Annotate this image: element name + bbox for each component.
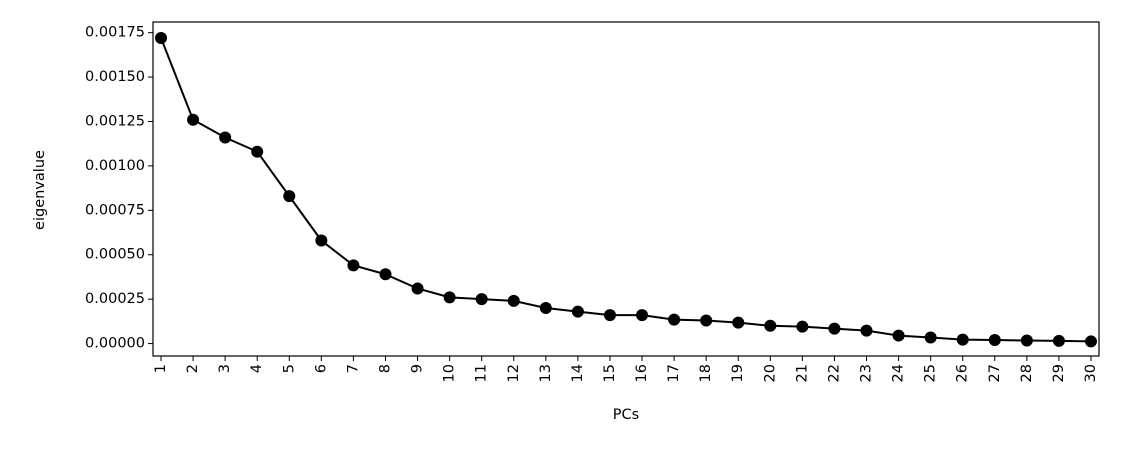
y-tick-label: 0.00150: [85, 69, 145, 85]
x-tick-label: 7: [345, 364, 361, 373]
point: [1020, 334, 1033, 347]
y-tick-label: 0.00100: [85, 158, 145, 174]
x-tick-label: 29: [1051, 364, 1067, 382]
x-tick-label: 16: [634, 364, 650, 382]
point: [603, 309, 616, 322]
point: [988, 334, 1001, 347]
point: [155, 31, 167, 44]
point: [507, 294, 520, 307]
point: [1052, 334, 1065, 347]
point: [219, 131, 232, 144]
point: [956, 333, 969, 346]
x-tick-label: 12: [506, 364, 522, 382]
point: [539, 302, 552, 315]
point: [924, 331, 937, 344]
line: [160, 37, 1092, 343]
point: [732, 316, 745, 329]
x-tick-label: 19: [730, 364, 746, 382]
x-tick-label: 10: [442, 364, 458, 382]
point: [283, 190, 296, 203]
y-tick-label: 0.00050: [85, 247, 145, 263]
x-tick-label: 6: [313, 364, 329, 373]
x-tick-label: 11: [474, 364, 490, 382]
x-tick-label: 1: [153, 364, 169, 373]
y-tick-label: 0.00125: [85, 113, 145, 129]
point: [860, 324, 873, 337]
x-tick-label: 3: [217, 364, 233, 373]
x-tick-label: 20: [762, 364, 778, 382]
y-tick-label: 0.00000: [85, 336, 145, 352]
x-tick-label: 17: [666, 364, 682, 382]
x-tick-label: 23: [859, 364, 875, 382]
x-tick-label: 9: [410, 364, 426, 373]
x-axis-label: PCs: [613, 407, 639, 423]
y-tick-label: 0.00175: [85, 25, 145, 41]
x-tick-label: 26: [955, 364, 971, 382]
point: [668, 313, 681, 326]
point: [315, 234, 328, 247]
x-tick-label: 14: [570, 364, 586, 382]
point: [571, 305, 584, 318]
x-tick-label: 25: [923, 364, 939, 382]
y-tick-label: 0.00025: [85, 291, 145, 307]
point: [475, 293, 488, 306]
x-tick-label: 30: [1083, 364, 1099, 382]
x-tick-label: 24: [891, 364, 907, 382]
x-tick-label: 21: [794, 364, 810, 382]
point: [700, 314, 713, 327]
x-tick-label: 8: [377, 364, 393, 373]
point: [347, 259, 360, 272]
x-tick-label: 5: [281, 364, 297, 373]
x-tick-label: 13: [538, 364, 554, 382]
point: [1085, 335, 1097, 348]
x-tick-label: 27: [987, 364, 1003, 382]
y-tick-label: 0.00075: [85, 202, 145, 218]
point: [443, 291, 456, 304]
point: [411, 282, 424, 295]
point: [892, 329, 905, 342]
x-tick-label: 4: [249, 364, 265, 373]
plot-frame: [152, 21, 1100, 357]
x-tick-label: 18: [698, 364, 714, 382]
point: [251, 145, 264, 158]
point: [764, 319, 777, 332]
x-tick-label: 15: [602, 364, 618, 382]
point: [379, 268, 392, 281]
x-tick-label: 22: [826, 364, 842, 382]
y-axis-label: eigenvalue: [32, 150, 48, 230]
point: [828, 322, 841, 335]
point: [187, 113, 200, 126]
point: [636, 309, 649, 322]
x-tick-label: 2: [185, 364, 201, 373]
point: [796, 320, 809, 333]
x-tick-label: 28: [1019, 364, 1035, 382]
